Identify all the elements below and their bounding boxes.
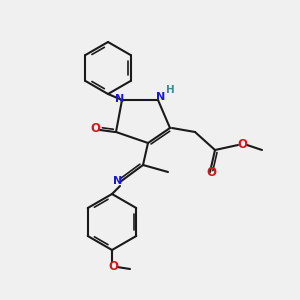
Text: N: N [113, 176, 123, 186]
Text: O: O [206, 167, 216, 179]
Text: N: N [156, 92, 166, 102]
Text: O: O [90, 122, 100, 136]
Text: O: O [237, 137, 247, 151]
Text: H: H [166, 85, 174, 95]
Text: N: N [116, 94, 124, 104]
Text: O: O [108, 260, 118, 272]
